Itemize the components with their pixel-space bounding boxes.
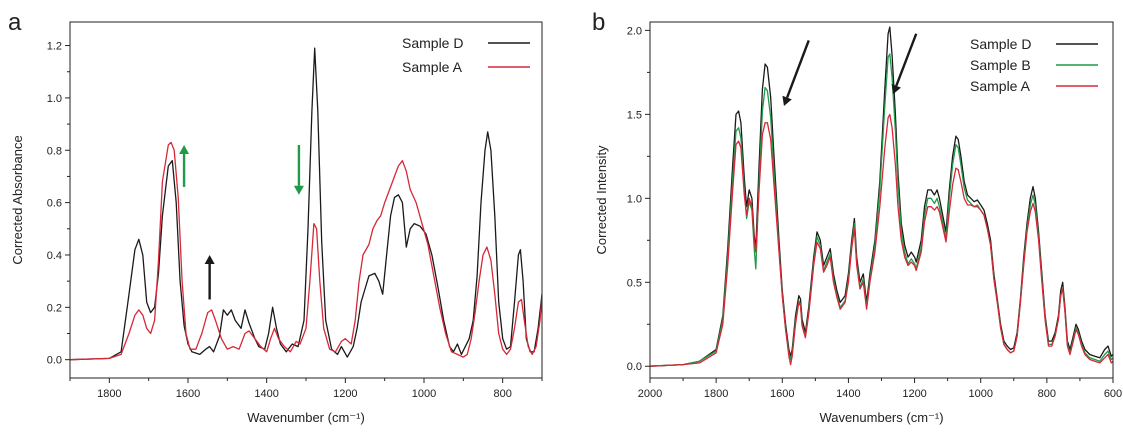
y-tick-label: 0.8 xyxy=(47,145,62,157)
y-tick-label: 0.0 xyxy=(627,361,642,373)
series-line-sample-b xyxy=(650,53,1113,367)
series-line-sample-a xyxy=(70,141,542,361)
y-tick-label: 0.0 xyxy=(47,355,62,367)
y-tick-label: 0.2 xyxy=(47,302,62,314)
x-axis-label: Wavenumber (cm⁻¹) xyxy=(247,410,365,425)
series-line-sample-a xyxy=(650,113,1113,367)
y-axis-label: Corrected Intensity xyxy=(594,145,609,255)
y-tick-label: 1.0 xyxy=(627,193,642,205)
legend-label: Sample D xyxy=(970,36,1031,52)
x-tick-label: 1200 xyxy=(333,388,357,400)
x-tick-label: 1600 xyxy=(176,388,200,400)
arrow-down-left-head xyxy=(782,95,792,106)
y-tick-label: 0.6 xyxy=(47,198,62,210)
x-tick-label: 800 xyxy=(493,388,511,400)
x-tick-label: 1600 xyxy=(770,388,794,400)
legend-label: Sample A xyxy=(402,59,463,75)
x-tick-label: 800 xyxy=(1038,388,1056,400)
panel-a: a 1800 1600 1400 1200 1000 800 0.0 0.2 0.4 0.6 0.8 1… xyxy=(8,9,543,425)
y-tick-label: 2.0 xyxy=(627,25,642,37)
arrow-down-left-head xyxy=(891,84,901,95)
arrow-up-head xyxy=(204,254,215,264)
x-tick-label: 1200 xyxy=(902,388,926,400)
x-axis-label: Wavenumbers (cm⁻¹) xyxy=(819,410,943,425)
series-group xyxy=(650,26,1113,367)
y-tick-label: 0.4 xyxy=(47,250,62,262)
panel-b: b 2000 1800 1600 1400 1200 1000 800 600 0.0 0.5 1.0… xyxy=(592,9,1122,425)
arrow-1a1a1a-shaft xyxy=(895,33,918,87)
arrow-1a1a1a-shaft xyxy=(786,40,810,98)
x-tick-label: 1800 xyxy=(704,388,728,400)
y-tick-label: 1.5 xyxy=(627,109,642,121)
x-tick-label: 600 xyxy=(1104,388,1122,400)
y-tick-label: 1.0 xyxy=(47,93,62,105)
panel-label: a xyxy=(8,9,22,36)
x-tick-label: 1400 xyxy=(254,388,278,400)
y-tick-label: 0.5 xyxy=(627,277,642,289)
y-axis-label: Corrected Absorbance xyxy=(10,135,25,264)
arrow-up-head xyxy=(179,145,190,155)
x-tick-label: 1400 xyxy=(836,388,860,400)
panel-label: b xyxy=(592,9,605,36)
x-tick-label: 1800 xyxy=(97,388,121,400)
legend-label: Sample B xyxy=(970,57,1031,73)
plot-frame xyxy=(649,21,1114,379)
legend-label: Sample A xyxy=(970,78,1031,94)
series-line-sample-d xyxy=(650,26,1113,367)
legend-label: Sample D xyxy=(402,35,463,51)
x-tick-label: 1000 xyxy=(968,388,992,400)
y-tick-label: 1.2 xyxy=(47,41,62,53)
arrow-down-head xyxy=(293,185,304,195)
series-group xyxy=(70,47,542,361)
x-tick-label: 1000 xyxy=(412,388,436,400)
x-tick-label: 2000 xyxy=(638,388,662,400)
